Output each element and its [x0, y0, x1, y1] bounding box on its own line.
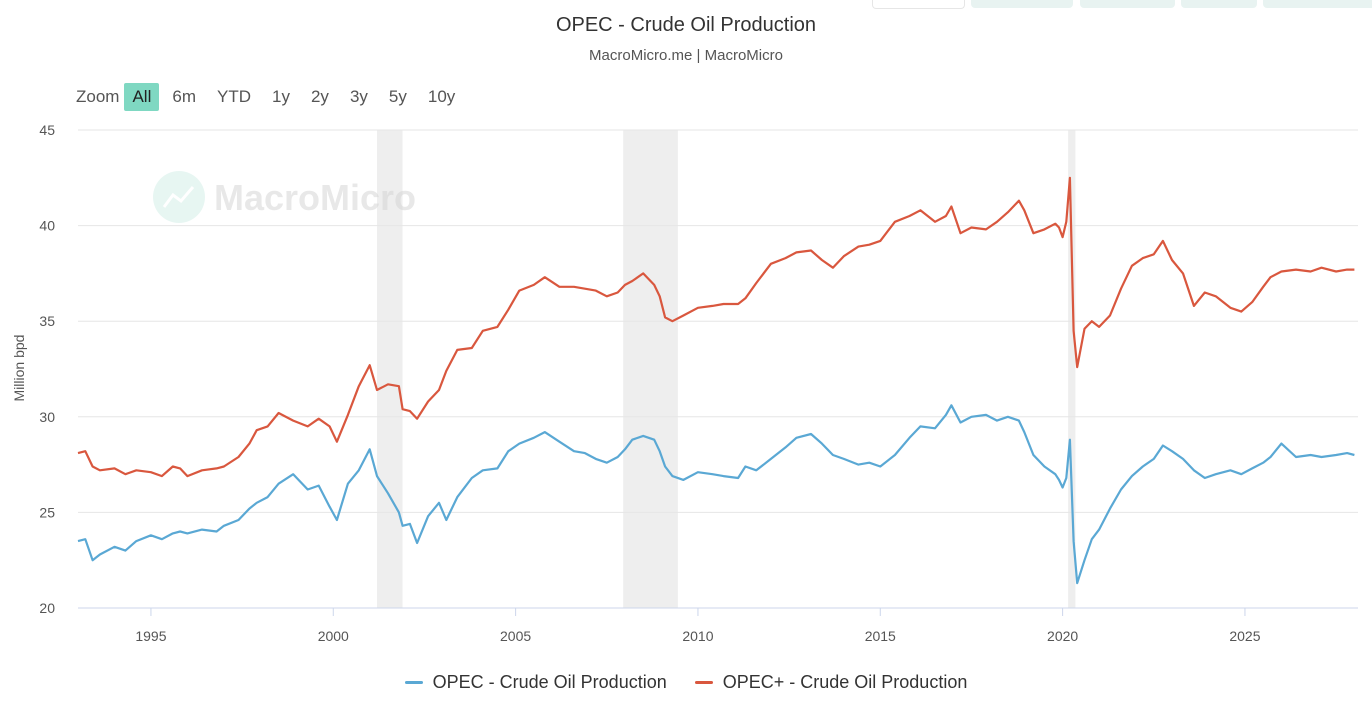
- zoom-1y-button[interactable]: 1y: [272, 87, 290, 106]
- series-line-opec-plus[interactable]: [77, 176, 1355, 478]
- legend: OPEC - Crude Oil Production OPEC+ - Crud…: [0, 672, 1372, 693]
- x-tick-label: 2020: [1047, 628, 1078, 644]
- x-tick-label: 1995: [135, 628, 166, 644]
- legend-item-opec-plus[interactable]: OPEC+ - Crude Oil Production: [694, 672, 968, 693]
- legend-item-opec[interactable]: OPEC - Crude Oil Production: [404, 672, 667, 693]
- recession-bands: [377, 130, 1076, 608]
- x-tick-label: 2005: [500, 628, 531, 644]
- x-tick-label: 2015: [865, 628, 896, 644]
- y-axis-label: Million bpd: [11, 335, 27, 402]
- watermark-logo-icon: [153, 171, 205, 223]
- recession-band: [377, 130, 403, 608]
- series-line-opec[interactable]: [77, 404, 1355, 585]
- zoom-2y-button[interactable]: 2y: [310, 87, 329, 106]
- legend-swatch-opec-plus: [694, 681, 713, 684]
- x-tick-label: 2000: [318, 628, 349, 644]
- zoom-10y-button[interactable]: 10y: [427, 87, 456, 106]
- zoom-5y-button[interactable]: 5y: [388, 87, 407, 106]
- chart-title: OPEC - Crude Oil Production: [555, 14, 817, 36]
- zoom-ytd-button[interactable]: YTD: [217, 87, 251, 106]
- top-tab[interactable]: [1181, 0, 1257, 8]
- y-tick-label: 20: [39, 600, 55, 616]
- y-tick-label: 25: [39, 504, 55, 520]
- series-lines: [77, 176, 1355, 585]
- legend-label-opec: OPEC - Crude Oil Production: [432, 672, 667, 692]
- recession-band: [623, 130, 678, 608]
- y-axis: 20 25 30 35 40 45: [39, 122, 55, 616]
- chart-subtitle: MacroMicro.me | MacroMicro: [589, 47, 783, 64]
- watermark-chart-icon: [162, 186, 195, 208]
- top-tab[interactable]: [1263, 0, 1372, 8]
- zoom-6m-button[interactable]: 6m: [172, 87, 196, 106]
- zoom-bar: Zoom All 6m YTD 1y 2y 3y 5y 10y: [76, 82, 468, 112]
- y-tick-label: 40: [39, 218, 55, 234]
- x-tick-label: 2025: [1229, 628, 1260, 644]
- recession-band: [1068, 130, 1076, 608]
- y-tick-label: 45: [39, 122, 55, 138]
- top-tab[interactable]: [1080, 0, 1175, 8]
- zoom-3y-button[interactable]: 3y: [349, 87, 368, 106]
- watermark: MacroMicro: [153, 171, 416, 223]
- watermark-text: MacroMicro: [214, 177, 416, 218]
- x-tick-label: 2010: [682, 628, 713, 644]
- zoom-label: Zoom: [76, 87, 120, 106]
- top-tab[interactable]: [971, 0, 1073, 8]
- y-tick-label: 35: [39, 313, 55, 329]
- x-axis: 1995 2000 2005 2010 2015 2020 2025: [78, 607, 1358, 644]
- zoom-all-button[interactable]: All: [124, 83, 160, 111]
- y-tick-label: 30: [39, 409, 55, 425]
- legend-label-opec-plus: OPEC+ - Crude Oil Production: [722, 672, 968, 692]
- top-tab[interactable]: [872, 0, 965, 9]
- legend-swatch-opec: [404, 681, 423, 684]
